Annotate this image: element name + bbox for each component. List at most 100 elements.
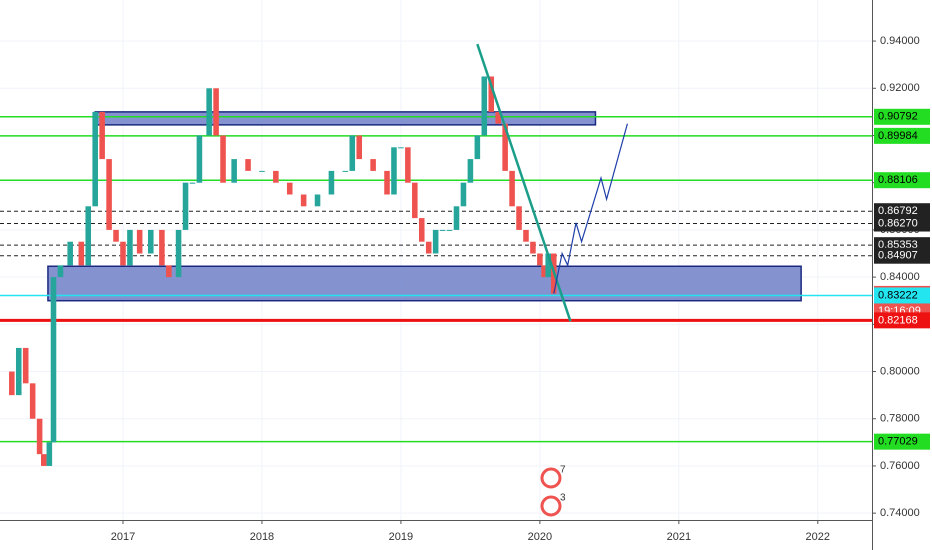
time-axis	[0, 520, 872, 550]
candle	[136, 229, 143, 254]
candle	[22, 347, 29, 384]
candle	[78, 241, 85, 266]
candle	[453, 206, 460, 230]
x-tick-label: 2017	[111, 531, 135, 543]
level-label: 0.84907	[878, 250, 918, 262]
candle	[9, 371, 15, 396]
candle	[259, 170, 265, 172]
candle	[15, 347, 22, 396]
level-label-box	[874, 108, 930, 125]
y-tick-label: 0.80000	[880, 365, 920, 377]
candle	[516, 206, 522, 230]
candle	[99, 111, 105, 160]
level-label-box	[874, 312, 930, 329]
candle	[175, 229, 182, 278]
candle	[314, 194, 321, 207]
candle	[349, 135, 356, 171]
level-label: 0.77029	[878, 436, 918, 448]
candle	[231, 159, 237, 183]
candle	[159, 229, 165, 266]
event-label: 7	[560, 465, 566, 476]
candle	[391, 147, 397, 195]
event-label: 3	[560, 493, 566, 504]
x-tick-label: 2021	[667, 531, 691, 543]
candle	[460, 182, 467, 207]
candle	[166, 265, 172, 278]
candle	[545, 253, 551, 278]
level-label: 0.86792	[878, 205, 918, 217]
candle	[398, 147, 404, 149]
candle	[206, 88, 212, 136]
candle	[474, 135, 481, 160]
candle	[147, 229, 154, 254]
zone	[94, 111, 597, 126]
candle	[50, 277, 57, 443]
candle	[370, 159, 376, 171]
candle	[342, 170, 349, 172]
level-label-box	[874, 247, 930, 264]
candle	[120, 241, 126, 266]
y-tick-label: 0.76000	[880, 460, 920, 472]
candle	[481, 76, 488, 136]
candle	[412, 182, 418, 219]
y-tick-label: 0.78000	[880, 413, 920, 425]
candle	[537, 253, 543, 266]
candle	[467, 159, 474, 183]
candle	[67, 241, 73, 266]
level-label: 0.86270	[878, 217, 918, 229]
candle	[530, 241, 536, 254]
candle	[432, 229, 439, 254]
candle	[127, 229, 133, 266]
candle	[418, 218, 425, 242]
candle	[300, 194, 307, 207]
x-tick-label: 2019	[389, 531, 413, 543]
level-label: 0.90792	[878, 111, 918, 123]
candle	[213, 88, 219, 136]
projection-line	[553, 123, 629, 294]
level-label-box	[874, 172, 930, 189]
level-label-box	[874, 433, 930, 450]
price-axis	[872, 0, 932, 550]
candle	[40, 454, 47, 466]
candle	[46, 442, 53, 466]
candle	[356, 135, 363, 160]
candle	[495, 111, 501, 124]
candle	[509, 170, 515, 207]
y-tick-label: 0.92000	[880, 82, 920, 94]
trendline	[476, 43, 572, 322]
candle	[113, 229, 119, 242]
candle	[541, 265, 547, 278]
candle	[92, 111, 98, 207]
candle	[245, 159, 251, 171]
x-tick-label: 2018	[250, 531, 274, 543]
level-label-box	[874, 287, 930, 304]
x-tick-label: 2020	[528, 531, 552, 543]
level-label: 0.89984	[878, 130, 918, 142]
y-tick-label: 0.74000	[880, 507, 920, 519]
candle	[189, 182, 196, 184]
candle	[57, 265, 64, 278]
level-label: 0.88106	[878, 174, 918, 186]
level-label-box	[874, 127, 930, 144]
candle	[220, 135, 226, 183]
candle	[425, 241, 432, 254]
level-label-box	[874, 215, 930, 232]
candle	[29, 383, 36, 419]
event-icon	[540, 467, 562, 489]
candle	[446, 229, 453, 231]
candle	[273, 170, 279, 183]
level-label-box	[874, 203, 930, 220]
event-icon	[540, 495, 562, 517]
x-tick-label: 2022	[806, 531, 830, 543]
candle	[182, 182, 189, 230]
candle	[286, 182, 293, 195]
candle	[523, 229, 529, 242]
level-label: 0.83222	[878, 289, 918, 301]
y-tick-label: 0.94000	[880, 35, 920, 47]
y-tick-label: 0.84000	[880, 271, 920, 283]
candle	[36, 418, 43, 455]
candle	[384, 170, 390, 195]
candle	[405, 147, 411, 183]
candle	[502, 123, 508, 171]
